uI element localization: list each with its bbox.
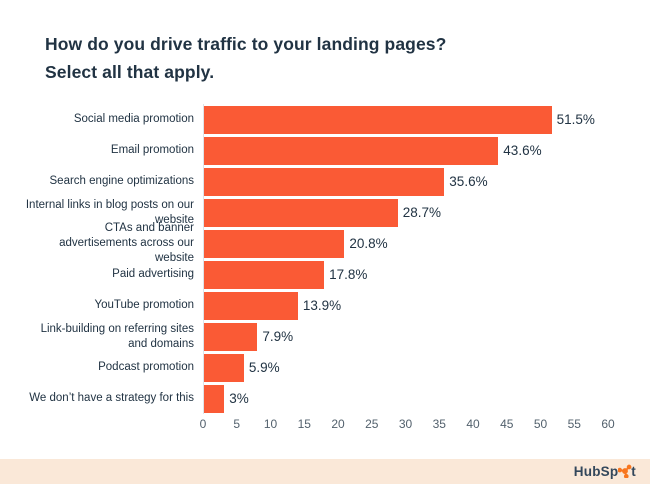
- hubspot-logo-text-before: HubSp: [573, 464, 619, 479]
- bar-row: Internal links in blog posts on our webs…: [25, 197, 615, 228]
- bar: [204, 229, 345, 258]
- bar-row: Paid advertising 17.8%: [25, 259, 615, 290]
- bar-value-label: 35.6%: [449, 174, 488, 189]
- bar-area: 20.8%: [203, 228, 615, 259]
- bar-row: CTAs and banner advertisements across ou…: [25, 222, 615, 263]
- category-label: Email promotion: [110, 144, 194, 157]
- bar-value-label: 43.6%: [503, 143, 542, 158]
- hubspot-logo: HubSp t: [574, 464, 636, 479]
- bar-area: 5.9%: [203, 352, 615, 383]
- bar-value-label: 51.5%: [556, 112, 595, 127]
- bar-row: Link-building on referring sites and dom…: [25, 321, 615, 352]
- bar: [204, 136, 499, 165]
- x-tick-label: 35: [432, 417, 446, 431]
- bar-area: 28.7%: [203, 197, 615, 228]
- bar-chart: Social media promotion 51.5% Email promoti…: [25, 104, 615, 414]
- bar-value-label: 3%: [229, 391, 249, 406]
- x-tick-label: 55: [567, 417, 581, 431]
- category-label: Paid advertising: [112, 268, 194, 281]
- chart-title-line2: Select all that apply.: [45, 62, 215, 83]
- bar-value-label: 28.7%: [402, 205, 441, 220]
- category-label: Podcast promotion: [98, 361, 194, 374]
- x-tick-label: 5: [233, 417, 241, 431]
- bar-value-label: 20.8%: [349, 236, 388, 251]
- hubspot-logo-text-after: t: [631, 464, 636, 479]
- category-label: YouTube promotion: [94, 299, 194, 312]
- bar-value-label: 17.8%: [329, 267, 368, 282]
- bar-area: 13.9%: [203, 290, 615, 321]
- category-label: We don’t have a strategy for this: [29, 392, 194, 405]
- bar-area: 43.6%: [203, 135, 615, 166]
- x-tick-label: 40: [466, 417, 480, 431]
- x-axis: 0 5 10 15 20 25 30 35 40 45 50 55 60: [199, 417, 615, 435]
- category-label: CTAs and banner advertisements across ou…: [59, 222, 194, 264]
- x-tick-label: 20: [331, 417, 345, 431]
- bar-area: 51.5%: [203, 104, 615, 135]
- bar-value-label: 13.9%: [302, 298, 342, 313]
- x-tick-label: 25: [365, 417, 379, 431]
- bar: [204, 353, 244, 382]
- bar-area: 35.6%: [203, 166, 615, 197]
- bar: [204, 384, 225, 413]
- bar: [204, 260, 325, 289]
- footer-band: HubSp t: [0, 459, 650, 484]
- x-tick-label: 50: [533, 417, 548, 431]
- x-tick-label: 15: [297, 417, 311, 431]
- category-label: Search engine optimizations: [49, 175, 194, 188]
- bar: [204, 198, 398, 227]
- bar: [204, 105, 552, 134]
- hubspot-sprocket-icon: [618, 464, 632, 478]
- bar: [204, 167, 445, 196]
- bar-rows: Social media promotion 51.5% Email promoti…: [25, 104, 615, 414]
- bar-row: Podcast promotion 5.9%: [25, 352, 615, 383]
- x-tick-label: 60: [601, 417, 615, 431]
- bar-row: Social media promotion 51.5%: [25, 104, 615, 135]
- x-tick-label: 0: [199, 417, 207, 431]
- bar-area: 7.9%: [203, 321, 615, 352]
- bar-row: We don’t have a strategy for this 3%: [25, 383, 615, 414]
- chart-title: How do you drive traffic to your landing…: [45, 30, 446, 87]
- x-tick-label: 30: [398, 417, 413, 431]
- x-tick-label: 45: [500, 417, 514, 431]
- category-label: Link-building on referring sites and dom…: [40, 322, 194, 350]
- bar-area: 17.8%: [203, 259, 615, 290]
- bar-row: Search engine optimizations 35.6%: [25, 166, 615, 197]
- bar-area: 3%: [203, 383, 615, 414]
- bar: [204, 322, 258, 351]
- category-label: Social media promotion: [73, 113, 194, 126]
- bar-value-label: 7.9%: [262, 329, 294, 344]
- bar-value-label: 5.9%: [248, 360, 280, 375]
- bar-row: Email promotion 43.6%: [25, 135, 615, 166]
- category-label: Internal links in blog posts on our webs…: [25, 198, 194, 226]
- bar-row: YouTube promotion 13.9%: [25, 290, 615, 321]
- bar: [204, 291, 298, 320]
- x-tick-label: 10: [263, 417, 278, 431]
- chart-title-line1: How do you drive traffic to your landing…: [45, 34, 447, 54]
